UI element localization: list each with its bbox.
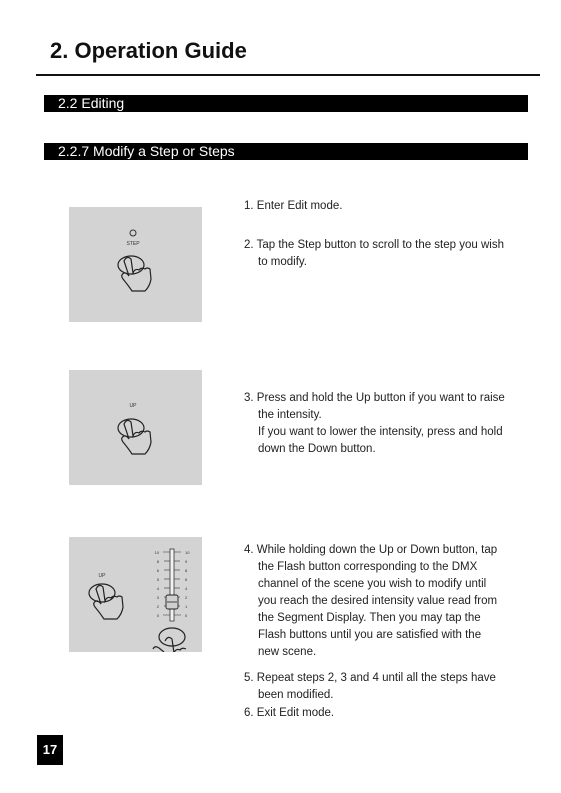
- up-button-label: UP: [130, 403, 138, 409]
- fader-tick-label: 2: [157, 604, 160, 609]
- section-bar-editing: 2.2 Editing: [44, 95, 528, 112]
- step-5-line-2: been modified.: [258, 689, 334, 701]
- step-2-line-2: to modify.: [258, 256, 307, 268]
- step-3-line-3: If you want to lower the intensity, pres…: [258, 426, 503, 438]
- step-2-line-1: 2. Tap the Step button to scroll to the …: [244, 239, 504, 251]
- fader-tick-label: 10: [155, 550, 160, 555]
- step-4-line-3: channel of the scene you wish to modify …: [258, 578, 487, 590]
- up-button-label: UP: [99, 573, 107, 579]
- step-3-line-2: the intensity.: [258, 409, 322, 421]
- fader-tick-label: 1: [185, 604, 188, 609]
- step-4-line-4: you reach the desired intensity value re…: [258, 595, 498, 607]
- step-button-illustration: STEP: [69, 207, 202, 322]
- finger-press-icon: [117, 255, 152, 292]
- fader-tick-label: 6: [185, 577, 188, 582]
- fader-tick-label: 2: [185, 595, 188, 600]
- step-2: 2. Tap the Step button to scroll to the …: [244, 237, 504, 271]
- fader-tick-label: 4: [185, 586, 188, 591]
- fader-tick-label: 5: [157, 577, 160, 582]
- fader-tick-label: 0: [157, 613, 160, 618]
- fader-tick-label: 0: [185, 613, 188, 618]
- finger-press-icon: [88, 583, 124, 620]
- step-3: 3. Press and hold the Up button if you w…: [244, 390, 505, 458]
- finger-press-icon: [117, 418, 152, 455]
- step-4-line-2: the Flash button corresponding to the DM…: [258, 561, 478, 573]
- title-divider: [36, 74, 540, 76]
- fader-scale: 10 8 6 5 4 3 2 0 10 9 8 6 4 2 1 0: [155, 550, 191, 618]
- step-6: 6. Exit Edit mode.: [244, 707, 335, 719]
- step-4-line-5: the Segment Display. Then you may tap th…: [258, 612, 481, 624]
- step-button-label: STEP: [126, 241, 140, 247]
- fader-track: [169, 548, 175, 622]
- up-and-flash-illustration: UP 10 8 6 5 4 3 2 0 10 9 8 6 4 2 1 0: [69, 537, 202, 652]
- step-4-line-1: 4. While holding down the Up or Down but…: [244, 544, 498, 556]
- step-4-line-6: Flash buttons until you are satisfied wi…: [258, 629, 482, 641]
- flash-finger-press-icon: [152, 627, 187, 652]
- step-led-icon: [129, 229, 137, 237]
- step-5-line-1: 5. Repeat steps 2, 3 and 4 until all the…: [244, 672, 496, 684]
- fader-tick-label: 6: [157, 568, 160, 573]
- step-3-line-1: 3. Press and hold the Up button if you w…: [244, 392, 505, 404]
- step-1: 1. Enter Edit mode.: [244, 200, 343, 212]
- up-button-illustration: UP: [69, 370, 202, 485]
- step-4: 4. While holding down the Up or Down but…: [244, 542, 497, 661]
- fader-tick-label: 9: [185, 559, 188, 564]
- step-3-line-4: down the Down button.: [258, 443, 376, 455]
- page-number: 17: [37, 735, 63, 765]
- fader-tick-label: 10: [185, 550, 190, 555]
- step-4-line-7: new scene.: [258, 646, 317, 658]
- page-title: 2. Operation Guide: [50, 38, 247, 63]
- section-bar-modify-step: 2.2.7 Modify a Step or Steps: [44, 143, 528, 160]
- fader-tick-label: 8: [185, 568, 188, 573]
- fader-tick-label: 8: [157, 559, 160, 564]
- fader-tick-label: 3: [157, 595, 160, 600]
- fader-tick-label: 4: [157, 586, 160, 591]
- step-5: 5. Repeat steps 2, 3 and 4 until all the…: [244, 670, 496, 704]
